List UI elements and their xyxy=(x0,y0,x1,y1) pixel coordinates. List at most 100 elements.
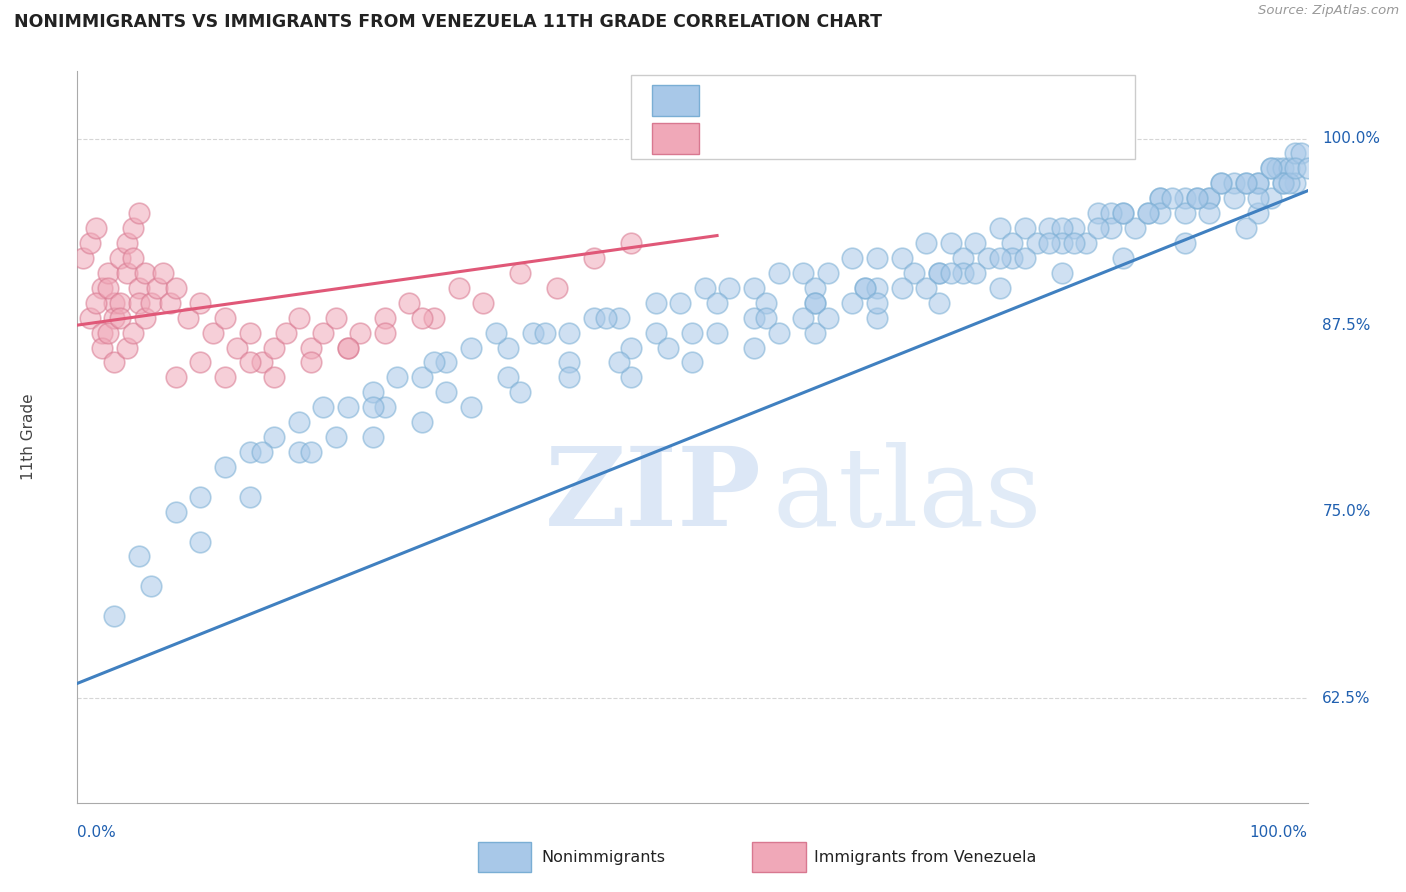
Point xyxy=(423,355,446,369)
Point xyxy=(1001,251,1024,265)
Point xyxy=(250,355,273,369)
Point xyxy=(1284,161,1306,176)
Point xyxy=(682,326,704,340)
Point xyxy=(792,266,814,280)
Point xyxy=(165,370,187,384)
Point xyxy=(1149,191,1171,205)
Point xyxy=(1234,177,1257,191)
Point xyxy=(804,295,827,310)
Point xyxy=(374,401,396,415)
Point xyxy=(1278,177,1301,191)
Point xyxy=(84,295,107,310)
Point xyxy=(841,295,863,310)
Point xyxy=(299,341,322,355)
Point xyxy=(1125,221,1147,235)
Point xyxy=(1001,235,1024,250)
Point xyxy=(1260,161,1282,176)
Point xyxy=(1234,177,1257,191)
Point xyxy=(1038,221,1060,235)
Point xyxy=(128,281,150,295)
Point xyxy=(288,415,311,429)
Point xyxy=(607,355,630,369)
Point xyxy=(866,310,889,325)
Point xyxy=(103,295,125,310)
Point xyxy=(903,266,925,280)
Point xyxy=(939,235,962,250)
Point xyxy=(128,549,150,564)
Text: 75.0%: 75.0% xyxy=(1323,504,1371,519)
Point xyxy=(1223,177,1246,191)
Text: 87.5%: 87.5% xyxy=(1323,318,1371,333)
Point xyxy=(141,295,163,310)
Point xyxy=(72,251,94,265)
Point xyxy=(1063,221,1085,235)
Point xyxy=(79,235,101,250)
Point xyxy=(1038,235,1060,250)
Point xyxy=(1284,177,1306,191)
Point xyxy=(988,221,1011,235)
Point xyxy=(263,341,285,355)
Point xyxy=(128,295,150,310)
Point xyxy=(97,266,120,280)
Point xyxy=(1014,251,1036,265)
Text: atlas: atlas xyxy=(772,442,1042,549)
Point xyxy=(1185,191,1208,205)
Point xyxy=(595,310,617,325)
Point xyxy=(1026,235,1049,250)
Point xyxy=(103,355,125,369)
Point xyxy=(1136,206,1159,220)
Point xyxy=(436,355,458,369)
Point xyxy=(90,341,114,355)
Point xyxy=(134,266,156,280)
Text: NONIMMIGRANTS VS IMMIGRANTS FROM VENEZUELA 11TH GRADE CORRELATION CHART: NONIMMIGRANTS VS IMMIGRANTS FROM VENEZUE… xyxy=(14,13,882,31)
Point xyxy=(411,310,433,325)
Point xyxy=(288,445,311,459)
Point xyxy=(509,385,531,400)
Point xyxy=(1076,235,1098,250)
Point xyxy=(312,401,335,415)
Point xyxy=(103,310,125,325)
Point xyxy=(890,251,912,265)
Point xyxy=(583,310,606,325)
Point xyxy=(79,310,101,325)
Point xyxy=(1050,235,1073,250)
Point xyxy=(558,355,581,369)
Point xyxy=(288,310,311,325)
Point xyxy=(250,445,273,459)
Point xyxy=(1278,161,1301,176)
Point xyxy=(965,235,987,250)
Point xyxy=(361,385,384,400)
Point xyxy=(90,281,114,295)
Point xyxy=(472,295,495,310)
Point xyxy=(693,281,716,295)
Text: Immigrants from Venezuela: Immigrants from Venezuela xyxy=(814,850,1036,864)
Point xyxy=(1185,191,1208,205)
FancyBboxPatch shape xyxy=(652,123,699,154)
Point xyxy=(115,235,138,250)
Point xyxy=(214,310,236,325)
Point xyxy=(1174,235,1197,250)
Point xyxy=(817,310,839,325)
Point xyxy=(804,326,827,340)
Point xyxy=(152,266,174,280)
Point xyxy=(121,326,143,340)
Point xyxy=(841,251,863,265)
Point xyxy=(337,341,360,355)
Point xyxy=(804,281,827,295)
Point xyxy=(952,266,974,280)
Point xyxy=(276,326,298,340)
Point xyxy=(1247,177,1270,191)
Point xyxy=(239,445,262,459)
Point xyxy=(398,295,420,310)
Point xyxy=(1014,221,1036,235)
Point xyxy=(1284,146,1306,161)
Point xyxy=(1198,191,1220,205)
Point xyxy=(928,266,950,280)
Point xyxy=(214,459,236,474)
Point xyxy=(411,370,433,384)
Text: 62.5%: 62.5% xyxy=(1323,690,1371,706)
Point xyxy=(1161,191,1184,205)
Point xyxy=(115,341,138,355)
Point xyxy=(374,310,396,325)
Point xyxy=(165,281,187,295)
